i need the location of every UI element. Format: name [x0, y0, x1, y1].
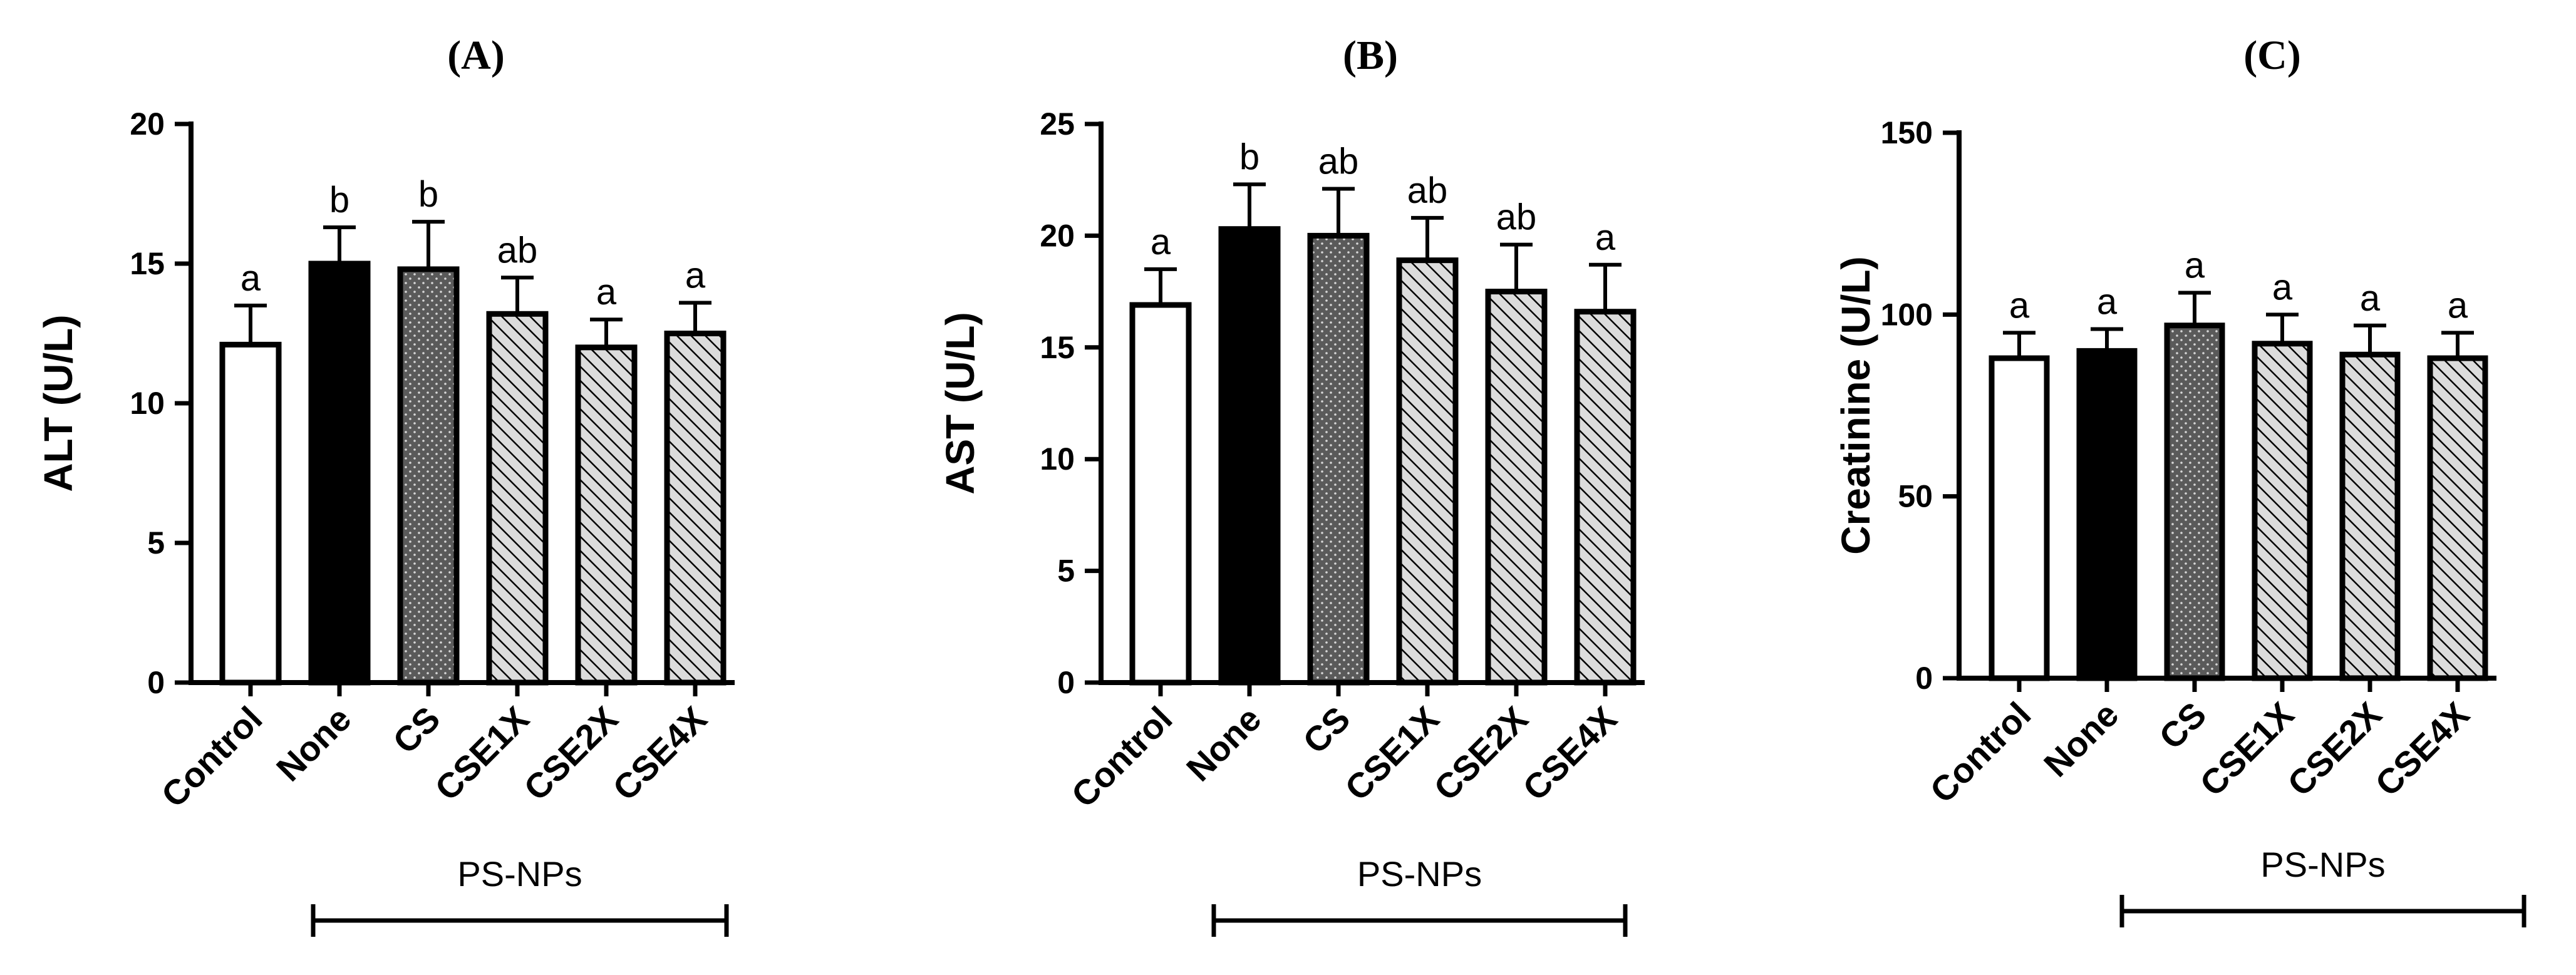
x-tick-label: None — [2036, 694, 2126, 785]
significance-label: b — [418, 174, 438, 215]
x-tick-label: CS — [385, 699, 448, 761]
y-tick-label: 10 — [1040, 441, 1075, 477]
y-tick-label: 5 — [147, 525, 165, 560]
x-tick-label: None — [269, 699, 359, 789]
x-tick-label: Control — [1063, 699, 1179, 815]
y-tick-label: 0 — [147, 665, 165, 700]
significance-label: a — [1595, 217, 1616, 258]
y-tick-label: 100 — [1881, 297, 1933, 332]
panel-title: (A) — [447, 33, 505, 78]
bar-none — [1218, 226, 1281, 686]
y-tick-label: 20 — [1040, 218, 1075, 253]
y-tick-label: 5 — [1057, 554, 1075, 589]
bar-control — [1989, 355, 2050, 681]
y-tick-label: 10 — [130, 386, 165, 421]
significance-label: a — [2097, 282, 2118, 322]
x-tick-label: CSE1X — [2192, 694, 2301, 803]
x-tick-label: CSE4X — [605, 699, 714, 808]
bar-cse2x — [1485, 289, 1548, 686]
group-bracket-label: PS-NPs — [2260, 845, 2385, 884]
bar-cse1x — [1396, 257, 1459, 686]
y-tick-label: 25 — [1040, 106, 1075, 142]
significance-label: a — [1151, 222, 1171, 262]
bar-cs — [2164, 322, 2225, 681]
bar-cs — [1307, 232, 1370, 686]
significance-label: ab — [497, 230, 538, 271]
bar-cse4x — [2427, 355, 2488, 681]
bar-none — [2076, 348, 2138, 681]
bar-none — [308, 261, 371, 686]
significance-label: a — [596, 272, 617, 312]
x-tick-label: None — [1179, 699, 1269, 789]
x-tick-label: CSE1X — [427, 699, 536, 808]
significance-label: a — [2360, 278, 2381, 319]
significance-label: ab — [1407, 170, 1448, 211]
x-tick-label: CSE2X — [2280, 694, 2389, 803]
significance-label: a — [2185, 245, 2205, 286]
significance-label: ab — [1318, 141, 1359, 182]
bar-cse4x — [664, 331, 727, 686]
y-axis-label: Creatinine (U/L) — [1833, 256, 1878, 554]
bar-cs — [397, 266, 460, 686]
y-tick-label: 15 — [130, 246, 165, 281]
bar-cse2x — [2339, 351, 2401, 681]
chart-panel-1: (A) ALT (U/L) a Control b None b CS ab CSE1X a CSE2… — [36, 33, 735, 937]
bar-cse1x — [486, 311, 549, 686]
y-tick-label: 0 — [1915, 661, 1933, 696]
bar-cse2x — [575, 344, 638, 686]
bar-control — [1129, 302, 1192, 686]
y-tick-label: 150 — [1881, 115, 1933, 150]
chart-panel-2: (B) AST (U/L) a Control b None ab CS ab CSE1X ab CS… — [938, 33, 1645, 937]
x-tick-label: CSE2X — [516, 699, 625, 808]
significance-label: a — [685, 255, 706, 296]
significance-label: ab — [1496, 197, 1537, 238]
significance-label: a — [2272, 267, 2293, 307]
y-tick-label: 50 — [1898, 479, 1933, 514]
x-tick-label: Control — [1922, 694, 2038, 810]
x-tick-label: CSE1X — [1337, 699, 1446, 808]
group-bracket-label: PS-NPs — [457, 854, 582, 894]
group-bracket-label: PS-NPs — [1357, 854, 1482, 894]
bar-cse4x — [1574, 309, 1637, 686]
x-tick-label: CS — [2151, 694, 2214, 757]
significance-label: b — [1239, 137, 1260, 177]
x-tick-label: CSE4X — [1515, 699, 1624, 808]
y-tick-label: 15 — [1040, 330, 1075, 365]
y-axis-label: AST (U/L) — [938, 312, 983, 495]
significance-label: a — [2009, 285, 2030, 326]
bar-control — [219, 341, 282, 686]
x-tick-label: CS — [1295, 699, 1358, 761]
significance-label: a — [2448, 285, 2468, 326]
y-tick-label: 20 — [130, 106, 165, 142]
y-axis-label: ALT (U/L) — [36, 314, 81, 492]
y-tick-label: 0 — [1057, 665, 1075, 700]
panel-title: (C) — [2243, 33, 2301, 78]
x-tick-label: CSE4X — [2367, 694, 2476, 803]
bar-cse1x — [2252, 341, 2313, 681]
significance-label: a — [241, 258, 261, 299]
panel-title: (B) — [1343, 33, 1398, 78]
chart-panel-3: (C) Creatinine (U/L) a Control a None a CS a CSE1… — [1833, 33, 2527, 927]
significance-label: b — [329, 180, 349, 220]
x-tick-label: Control — [153, 699, 269, 815]
x-tick-label: CSE2X — [1426, 699, 1535, 808]
